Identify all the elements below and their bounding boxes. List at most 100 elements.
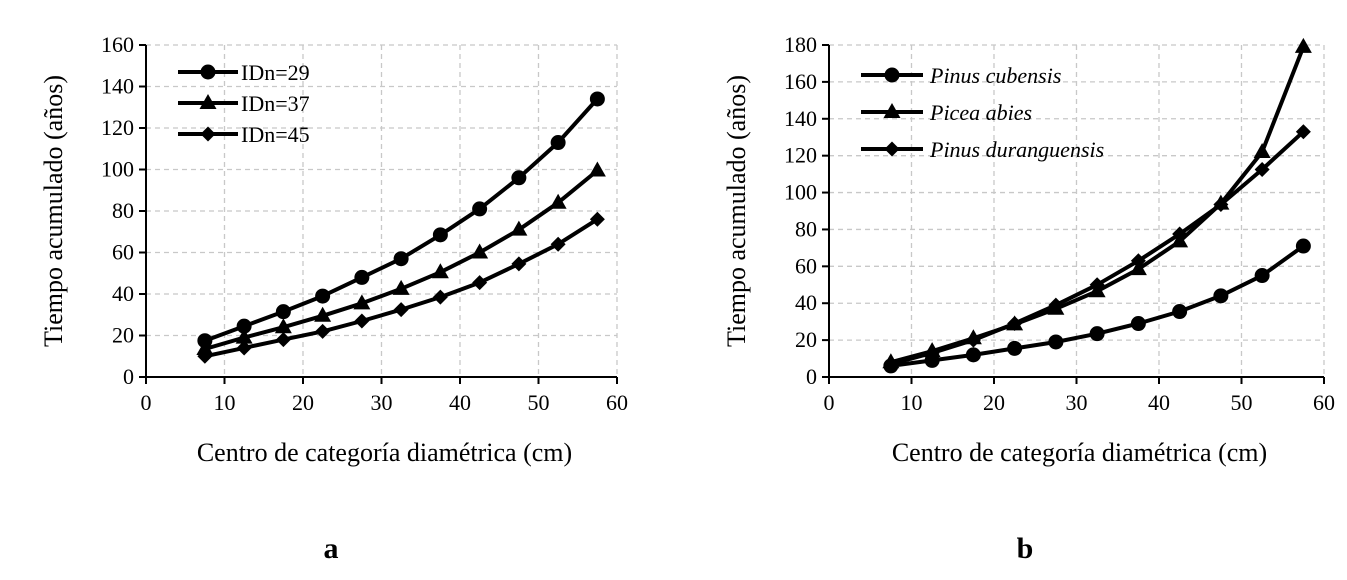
data-point [1213, 197, 1229, 213]
x-tick-label: 10 [901, 390, 923, 415]
data-point [1172, 226, 1188, 242]
legend-marker [884, 67, 900, 83]
data-point [1130, 253, 1146, 269]
data-point [550, 135, 566, 151]
data-point [236, 318, 252, 334]
y-tick-label: 80 [112, 198, 134, 223]
x-tick-label: 10 [214, 390, 236, 415]
legend-label: IDn=37 [241, 91, 310, 116]
series-pinus-cubensis [883, 238, 1311, 374]
panel-label: b [1017, 532, 1034, 565]
y-tick-label: 20 [112, 323, 134, 348]
y-tick-label: 20 [795, 327, 817, 352]
data-point [393, 251, 409, 267]
x-tick-label: 30 [1066, 390, 1088, 415]
x-tick-label: 20 [983, 390, 1005, 415]
data-point [1254, 162, 1270, 177]
data-point [1295, 238, 1311, 254]
data-point [235, 328, 253, 344]
data-point [274, 318, 292, 334]
data-point [1213, 288, 1229, 304]
legend-label: Pinus cubensis [929, 63, 1061, 88]
y-axis-title: Tiempo acumulado (años) [39, 75, 68, 347]
x-tick-label: 60 [1313, 390, 1335, 415]
data-point [472, 275, 488, 291]
y-tick-label: 140 [784, 106, 817, 131]
y-tick-label: 80 [795, 216, 817, 241]
x-tick-label: 60 [606, 390, 628, 415]
data-point [196, 339, 214, 355]
y-tick-label: 120 [784, 143, 817, 168]
legend-marker [200, 64, 216, 80]
y-axis-title: Tiempo acumulado (años) [722, 75, 751, 347]
data-point [1295, 124, 1311, 140]
data-point [432, 289, 448, 305]
data-point [1089, 326, 1105, 342]
x-tick-label: 30 [371, 390, 393, 415]
x-tick-label: 50 [1231, 390, 1253, 415]
y-tick-label: 0 [123, 364, 134, 389]
y-tick-label: 180 [784, 32, 817, 57]
y-tick-label: 160 [101, 32, 134, 57]
data-point [589, 211, 605, 227]
legend-label: Picea abies [929, 100, 1032, 125]
data-point [1254, 268, 1270, 284]
legend-marker [200, 126, 216, 142]
y-tick-label: 0 [806, 364, 817, 389]
data-point [588, 161, 606, 177]
data-point [1253, 142, 1271, 158]
data-point [550, 236, 566, 252]
data-point [510, 220, 528, 236]
data-point [1048, 334, 1064, 350]
chart-panel-a: 0 20 40 60 80 100 120 140 160 0 10 20 30 40 50 60 Centro… [39, 32, 628, 565]
data-point [1172, 304, 1188, 320]
legend-marker [883, 103, 901, 118]
y-tick-label: 160 [784, 69, 817, 94]
chart-panel-b: 0 20 40 60 80 100 120 140 160 180 0 10 20 30 40 50 60 Cen… [722, 32, 1335, 565]
y-tick-label: 60 [112, 240, 134, 265]
y-tick-label: 140 [101, 74, 134, 99]
series-pinus-duranguensis [883, 124, 1311, 372]
legend: IDn=29 IDn=37 IDn=45 [178, 60, 310, 147]
legend-marker [199, 94, 217, 109]
legend-label: IDn=45 [241, 122, 310, 147]
data-point [275, 304, 291, 320]
series-idn-37 [196, 161, 606, 355]
x-axis-title: Centro de categoría diamétrica (cm) [892, 438, 1267, 467]
data-point [354, 269, 370, 285]
data-point [1089, 277, 1105, 293]
x-tick-label: 0 [141, 390, 152, 415]
y-tick-label: 100 [101, 157, 134, 182]
data-point [431, 263, 449, 279]
data-point [1048, 297, 1064, 313]
data-point [1007, 316, 1023, 332]
data-point [965, 332, 981, 348]
data-point [315, 288, 331, 304]
data-point [924, 345, 940, 361]
data-point [471, 243, 489, 259]
y-tick-label: 120 [101, 115, 134, 140]
data-point [197, 348, 213, 364]
y-tick-label: 100 [784, 180, 817, 205]
legend: Pinus cubensis Picea abies Pinus duranguen… [861, 63, 1104, 162]
x-tick-label: 0 [824, 390, 835, 415]
x-tick-label: 50 [528, 390, 550, 415]
data-point [315, 323, 331, 339]
data-point [353, 294, 371, 310]
data-point [236, 340, 252, 356]
x-tick-label: 20 [292, 390, 314, 415]
data-point [472, 201, 488, 217]
y-tick-label: 40 [795, 290, 817, 315]
panel-label: a [324, 532, 339, 565]
data-point [549, 193, 567, 209]
x-tick-label: 40 [1148, 390, 1170, 415]
data-point [965, 347, 981, 363]
data-point [511, 256, 527, 272]
data-point [392, 279, 410, 295]
data-point [275, 332, 291, 348]
x-axis-title: Centro de categoría diamétrica (cm) [197, 438, 572, 467]
legend-label: IDn=29 [241, 60, 310, 85]
legend-marker [884, 141, 900, 157]
data-point [432, 227, 448, 243]
